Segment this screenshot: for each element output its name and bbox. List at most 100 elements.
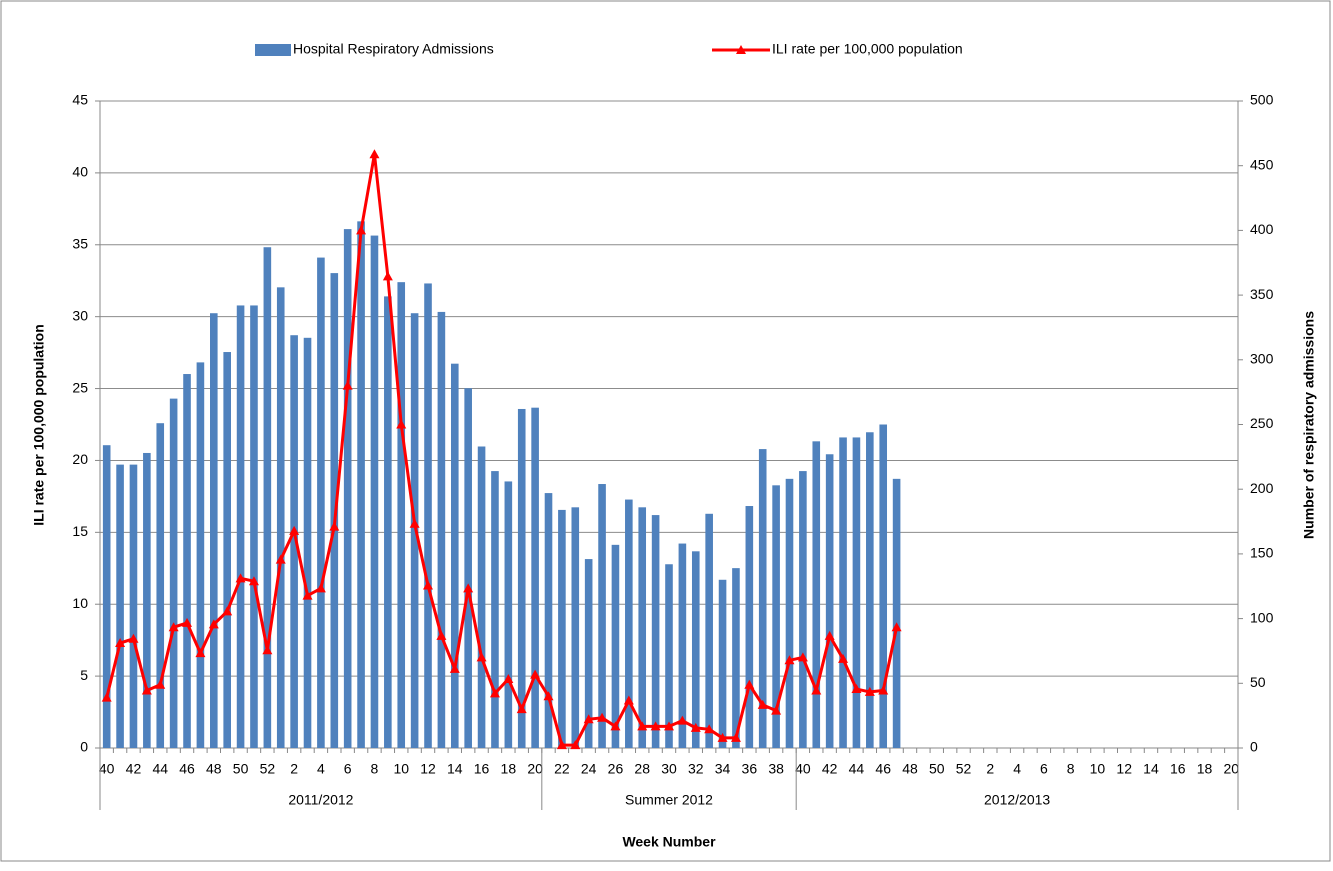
line-marker — [811, 685, 822, 695]
y-tick-label: 5 — [80, 667, 88, 683]
bar — [357, 221, 365, 749]
y-axis-title: ILI rate per 100,000 population — [31, 324, 47, 526]
bar — [504, 481, 513, 748]
bar — [732, 568, 740, 748]
x-axis-title: Week Number — [622, 834, 716, 850]
bar — [839, 437, 847, 748]
x-tick-label: 6 — [344, 761, 352, 777]
bar — [745, 506, 754, 748]
line-marker — [262, 645, 273, 655]
line-marker — [128, 633, 139, 643]
bar — [156, 423, 165, 748]
bar — [303, 337, 312, 748]
line-marker — [356, 225, 367, 235]
line-marker — [838, 653, 849, 663]
bar — [584, 559, 593, 748]
line-marker — [275, 554, 286, 564]
line-marker — [248, 576, 259, 586]
bar — [169, 398, 178, 748]
bar — [397, 282, 406, 748]
y2-tick-label: 150 — [1250, 545, 1274, 561]
x-tick-label: 16 — [474, 761, 490, 777]
bar — [611, 544, 620, 748]
line-marker — [463, 583, 474, 593]
bar — [531, 407, 539, 748]
bar — [276, 287, 285, 748]
x-tick-label: 52 — [260, 761, 276, 777]
line-marker — [503, 673, 514, 683]
bar — [330, 273, 339, 748]
x-tick-label: 10 — [393, 761, 409, 777]
bar — [210, 313, 218, 748]
bar — [450, 363, 459, 748]
bar — [825, 454, 834, 748]
line-marker — [382, 271, 393, 281]
line-marker — [597, 712, 608, 722]
y-tick-label: 0 — [80, 739, 88, 755]
x-tick-label: 18 — [1197, 761, 1213, 777]
x-tick-label: 46 — [179, 761, 195, 777]
line-marker — [342, 380, 353, 390]
line-marker — [824, 630, 835, 640]
line-marker — [155, 679, 166, 689]
y-tick-label: 30 — [72, 307, 88, 323]
line-marker — [423, 580, 434, 590]
bar — [317, 257, 325, 748]
bar — [424, 283, 432, 748]
y2-axis-title: Number of respiratory admissions — [1301, 311, 1317, 539]
x-tick-label: 42 — [126, 761, 142, 777]
x-tick-label: 50 — [233, 761, 249, 777]
x-tick-label: 2 — [290, 761, 298, 777]
y-tick-label: 15 — [72, 523, 88, 539]
x-tick-label: 16 — [1170, 761, 1186, 777]
line-marker — [208, 619, 219, 629]
x-tick-label: 24 — [581, 761, 597, 777]
x-tick-label: 10 — [1090, 761, 1106, 777]
y2-tick-label: 100 — [1250, 609, 1274, 625]
line-marker — [396, 419, 407, 429]
line-marker — [235, 573, 246, 583]
bar — [866, 432, 874, 748]
x-tick-label: 22 — [554, 761, 570, 777]
line-marker — [195, 648, 206, 658]
line-marker — [744, 679, 755, 689]
line-marker — [864, 686, 875, 696]
bar — [464, 388, 472, 748]
bar — [785, 478, 794, 748]
y2-tick-label: 0 — [1250, 739, 1258, 755]
line-marker — [878, 685, 889, 695]
y-tick-label: 20 — [72, 451, 88, 467]
y2-tick-label: 200 — [1250, 480, 1274, 496]
bar — [384, 296, 392, 748]
bar — [571, 507, 580, 748]
line-marker — [369, 149, 380, 159]
x-tick-label: 12 — [420, 761, 436, 777]
legend-marker — [736, 45, 746, 54]
bar — [143, 452, 151, 748]
x-tick-label: 42 — [822, 761, 838, 777]
bar — [558, 509, 566, 748]
y2-tick-label: 450 — [1250, 156, 1274, 172]
line-marker — [891, 622, 902, 632]
line-marker — [315, 583, 326, 593]
y2-tick-label: 350 — [1250, 286, 1274, 302]
y2-tick-label: 300 — [1250, 351, 1274, 367]
line-marker — [623, 695, 634, 705]
line-marker — [101, 692, 112, 702]
line-marker — [182, 617, 193, 627]
x-tick-label: 2 — [986, 761, 994, 777]
bar — [129, 464, 138, 748]
bar — [718, 579, 727, 748]
bar — [772, 485, 780, 748]
bar — [598, 484, 606, 748]
bar — [678, 543, 687, 748]
line-marker — [570, 740, 581, 750]
x-tick-label: 48 — [902, 761, 918, 777]
y2-tick-label: 250 — [1250, 415, 1274, 431]
group-label: 2011/2012 — [288, 792, 353, 808]
y2-tick-label: 400 — [1250, 221, 1274, 237]
x-tick-label: 12 — [1116, 761, 1132, 777]
bar — [223, 352, 231, 748]
x-tick-label: 40 — [99, 761, 115, 777]
bar — [638, 507, 647, 748]
